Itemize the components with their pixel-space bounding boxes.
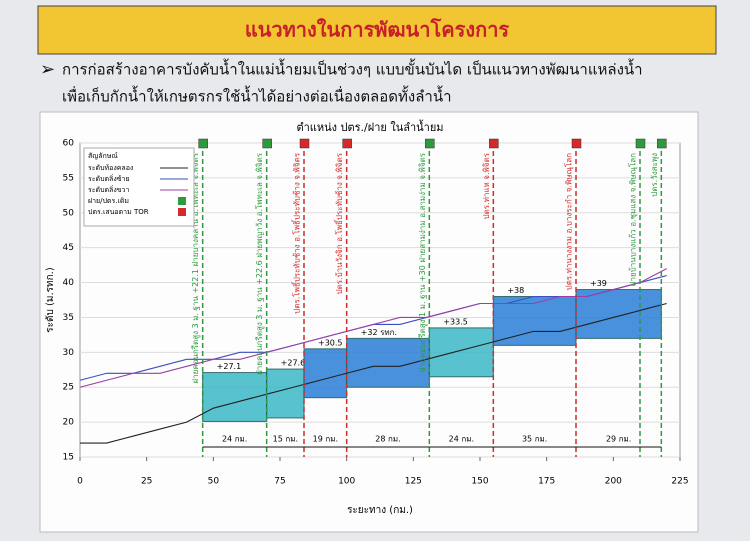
pool-label: +27.1 xyxy=(217,362,242,371)
gate-marker xyxy=(571,138,582,149)
water-pool xyxy=(266,368,305,419)
pool-label: +33.5 xyxy=(443,317,468,326)
y-tick-label: 45 xyxy=(63,243,74,253)
gate-label: ปตร.ท่านางงาม อ.บางระกำ จ.พิษณุโลก xyxy=(564,153,574,291)
pool-label: +39 xyxy=(590,279,607,288)
x-axis-label: ระยะทาง (กม.) xyxy=(347,505,413,516)
legend-box xyxy=(83,147,195,227)
legend-label: ปตร.เสนอตาม TOR xyxy=(88,208,149,216)
x-tick-label: 225 xyxy=(671,477,688,487)
water-pool xyxy=(492,296,577,346)
banner xyxy=(37,5,717,55)
distance-label: 24 กม. xyxy=(449,435,474,444)
gate-marker xyxy=(262,138,272,149)
page-title: แนวทางในการพัฒนาโครงการ xyxy=(245,18,510,42)
legend-title: สัญลักษณ์ xyxy=(88,152,118,160)
y-tick-label: 20 xyxy=(63,418,75,428)
y-tick-label: 15 xyxy=(63,453,74,463)
x-tick-label: 175 xyxy=(538,477,555,487)
gate-label: ปตร.โพธิ์ประทับช้าง อ.โพธิ์ประทับช้าง จ.… xyxy=(291,152,302,314)
gate-marker xyxy=(635,138,646,149)
y-tick-label: 35 xyxy=(63,313,74,323)
y-tick-label: 55 xyxy=(63,173,74,183)
legend-label: ระดับตลิ่งซ้าย xyxy=(88,174,130,183)
gate-label: ฝายคอนกรีตสูง 1 ม. ฐาน +30 ฝายสามง่าม อ.… xyxy=(418,152,428,372)
chart-title: ตำแหน่ง ปตร./ฝาย ในลำน้ำยม xyxy=(296,119,443,134)
x-tick-label: 150 xyxy=(471,477,488,487)
gate-label: ปตร.บ้านวังจิก อ.โพธิ์ประทับช้าง จ.พิจิต… xyxy=(333,152,344,294)
water-pool xyxy=(575,289,662,339)
series-line xyxy=(79,268,667,388)
y-tick-label: 30 xyxy=(63,348,75,358)
distance-label: 29 กม. xyxy=(606,435,631,444)
x-tick-label: 0 xyxy=(77,477,83,487)
distance-label: 15 กม. xyxy=(273,435,298,444)
distance-label: 28 กม. xyxy=(375,435,400,444)
legend-label: ฝาย/ปตร.เดิม xyxy=(88,197,129,205)
x-tick-label: 100 xyxy=(338,477,355,487)
x-tick-label: 125 xyxy=(405,477,422,487)
pool-label: +27.6 xyxy=(281,359,306,368)
legend-swatch xyxy=(178,208,186,216)
bullet-text: เพื่อเก็บกักน้ำให้เกษตรกรใช้น้ำได้อย่างต… xyxy=(62,86,452,106)
distance-label: 24 กม. xyxy=(222,435,247,444)
pool-label: +32 รทก. xyxy=(361,328,397,337)
gate-marker xyxy=(489,138,499,149)
gate-marker xyxy=(657,138,667,149)
x-tick-label: 75 xyxy=(274,477,285,487)
gate-marker xyxy=(425,138,435,149)
legend-label: ระดับท้องคลอง xyxy=(88,164,133,172)
gate-label: ฝายบ้านบางแก้ว อ.ชุมแสง จ.พิษณุโลก xyxy=(628,153,638,286)
pool-label: +38 xyxy=(507,286,524,295)
water-pool xyxy=(428,327,494,378)
water-pool xyxy=(303,348,348,399)
gate-label: ฝายคอนกรีตสูง 3 ม. ฐาน +22.6 ฝายพญาวัง อ… xyxy=(254,152,265,375)
pool-label: +30.5 xyxy=(318,338,343,347)
gate-marker xyxy=(198,138,208,149)
x-tick-label: 200 xyxy=(605,477,622,487)
y-tick-label: 25 xyxy=(63,383,74,393)
gate-marker xyxy=(299,138,310,149)
bullet-text: การก่อสร้างอาคารบังคับน้ำในแม่น้ำยมเป็นช… xyxy=(62,59,643,79)
distance-label: 19 กม. xyxy=(313,435,338,444)
y-tick-label: 50 xyxy=(63,208,75,218)
y-tick-label: 60 xyxy=(63,139,75,149)
bullet-mark: ➢ xyxy=(40,59,55,80)
gate-marker xyxy=(342,138,352,149)
x-tick-label: 50 xyxy=(208,477,220,487)
distance-label: 35 กม. xyxy=(522,435,547,444)
gate-label: ฝายคอนกรีตสูง 3 ม. ฐาน +22.1 ฝายบางคลาน … xyxy=(190,152,201,383)
gate-label: ปตร.ท่าแห จ.พิจิตร xyxy=(482,152,491,219)
series-line xyxy=(80,302,667,444)
y-axis-label: ระดับ (ม.รทก.) xyxy=(45,267,56,333)
legend-swatch xyxy=(178,197,186,205)
y-tick-label: 40 xyxy=(63,278,75,288)
legend-label: ระดับตลิ่งขวา xyxy=(88,185,129,194)
gate-label: ปตร.วังสะพุง xyxy=(650,153,659,197)
x-tick-label: 25 xyxy=(141,477,152,487)
